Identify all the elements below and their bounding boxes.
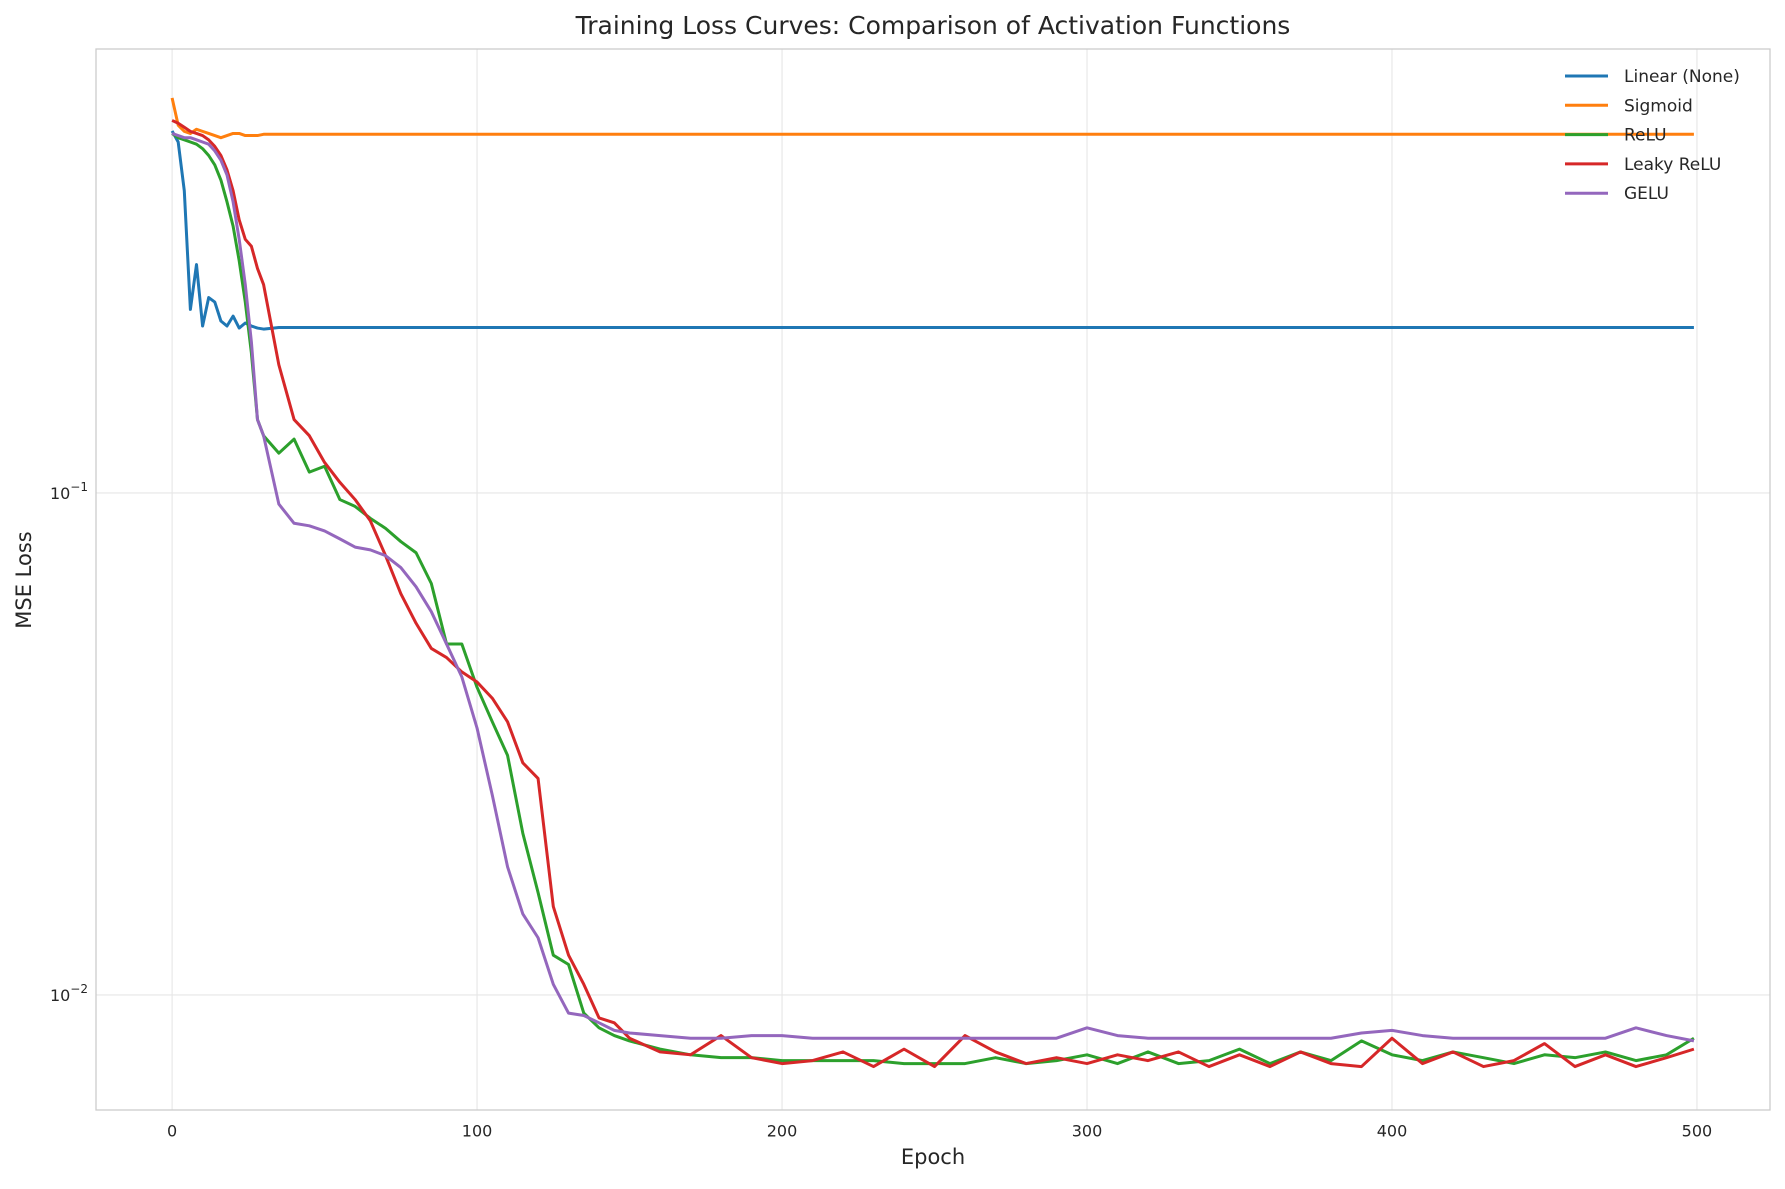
plot-frame — [95, 48, 1771, 1111]
legend-label: Leaky ReLU — [1624, 155, 1721, 175]
chart-title: Training Loss Curves: Comparison of Acti… — [575, 11, 1291, 40]
x-tick-label: 400 — [1377, 1122, 1408, 1141]
legend-label: Linear (None) — [1624, 67, 1740, 87]
y-tick-label: 10−2 — [50, 982, 88, 1005]
legend-label: ReLU — [1624, 126, 1667, 146]
line-series — [171, 119, 1695, 1069]
line-series — [171, 132, 1695, 1066]
x-tick-label: 300 — [1072, 1122, 1103, 1141]
x-tick-label: 200 — [767, 1122, 798, 1141]
line-series — [171, 132, 1695, 1043]
y-tick-label: 10−1 — [50, 480, 88, 503]
legend-label: GELU — [1624, 184, 1669, 204]
x-axis-label: Epoch — [901, 1145, 965, 1169]
x-tick-label: 0 — [167, 1122, 177, 1141]
line-series — [170, 97, 1694, 140]
x-tick-label: 100 — [462, 1122, 493, 1141]
y-axis-label: MSE Loss — [12, 531, 36, 628]
legend-label: Sigmoid — [1624, 96, 1693, 116]
line-series — [170, 130, 1694, 331]
x-tick-label: 500 — [1682, 1122, 1713, 1141]
